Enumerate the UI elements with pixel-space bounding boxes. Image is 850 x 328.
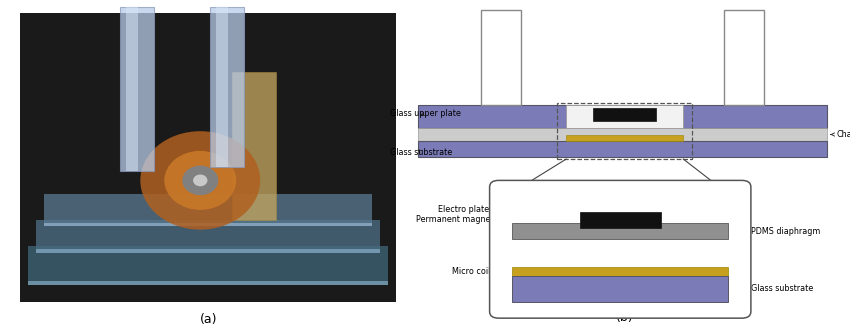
Circle shape	[193, 174, 207, 186]
Bar	[37, 249, 380, 253]
Text: Glass substrate: Glass substrate	[390, 148, 453, 157]
Bar	[127, 7, 139, 171]
Bar	[417, 141, 827, 157]
Bar	[580, 212, 660, 228]
Bar	[480, 10, 521, 105]
Bar	[512, 276, 728, 302]
Bar	[29, 281, 388, 285]
Bar	[121, 7, 155, 171]
Bar	[512, 267, 728, 276]
Text: Glass upper plate: Glass upper plate	[390, 109, 462, 118]
Bar	[593, 108, 656, 121]
Text: Glass substrate: Glass substrate	[732, 284, 813, 293]
Bar	[232, 72, 276, 220]
Text: (b): (b)	[616, 311, 633, 324]
Text: Electro plated: Electro plated	[438, 205, 494, 215]
Bar	[566, 105, 683, 128]
Text: Channel: Channel	[830, 130, 850, 139]
Bar	[724, 10, 764, 105]
Bar	[44, 223, 372, 226]
Bar	[29, 246, 388, 285]
FancyBboxPatch shape	[490, 180, 751, 318]
Circle shape	[140, 131, 260, 230]
Text: Micro coils: Micro coils	[451, 267, 508, 276]
Bar	[417, 128, 827, 141]
Text: (a): (a)	[200, 313, 217, 326]
Bar	[557, 103, 692, 159]
Text: Permanent magnet: Permanent magnet	[416, 215, 494, 224]
Bar	[216, 7, 228, 167]
Bar	[417, 105, 827, 128]
Bar	[566, 135, 683, 141]
Circle shape	[182, 166, 218, 195]
Bar	[44, 194, 372, 226]
Text: PDMS diaphragm: PDMS diaphragm	[732, 227, 820, 236]
Circle shape	[164, 151, 236, 210]
Bar	[512, 223, 728, 239]
Bar	[20, 13, 396, 302]
Bar	[37, 220, 380, 253]
Bar	[210, 7, 244, 167]
